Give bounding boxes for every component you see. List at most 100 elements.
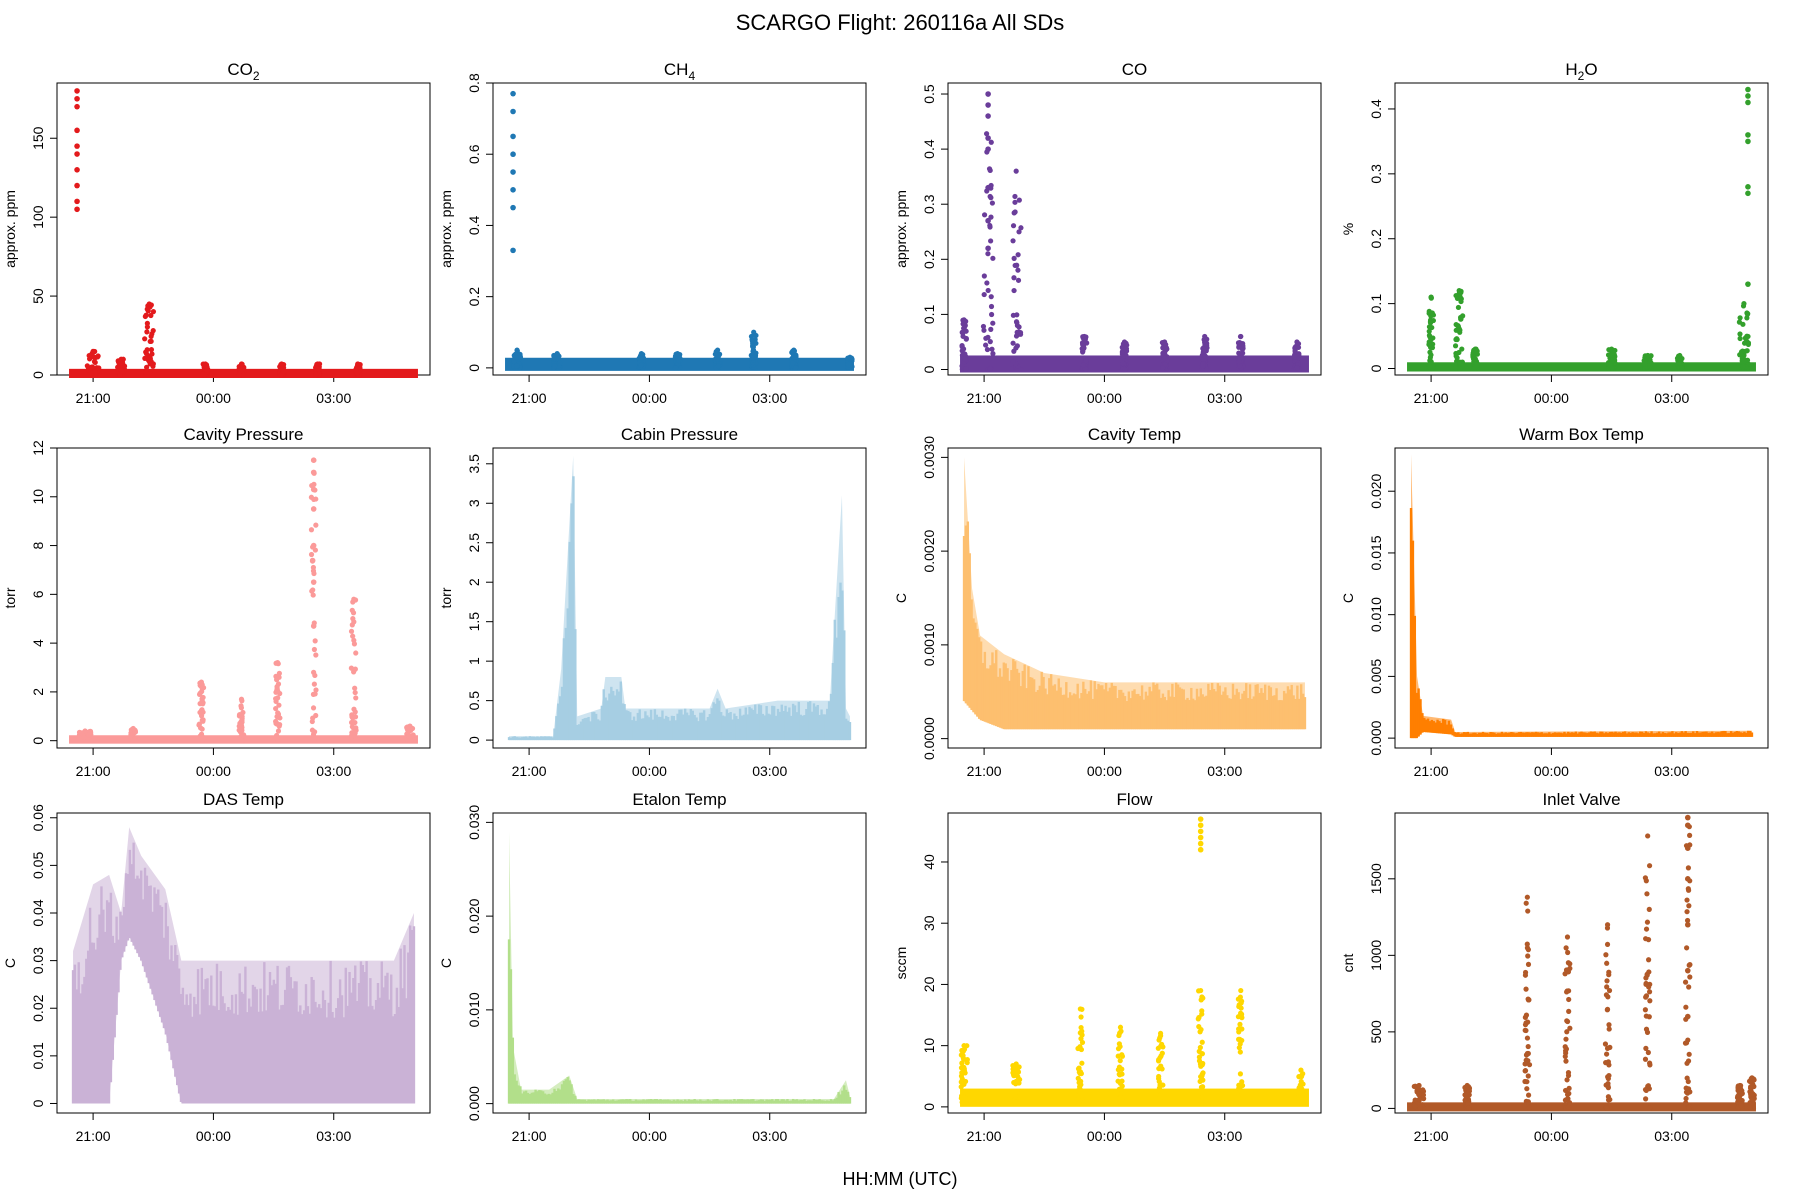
data-point: [238, 705, 244, 711]
data-point: [1077, 1006, 1083, 1012]
data-point: [142, 336, 148, 342]
y-tick-label: 0: [1368, 364, 1384, 372]
data-point: [74, 127, 80, 134]
data-point: [76, 734, 82, 741]
data-point: [1295, 344, 1302, 351]
x-tick-label: 03:00: [1654, 390, 1689, 406]
data-point: [82, 728, 88, 734]
data-point: [1566, 996, 1572, 1003]
data-point: [1117, 1058, 1123, 1064]
data-point: [551, 355, 557, 361]
data-point: [1238, 1012, 1244, 1018]
data-point: [981, 291, 987, 298]
data-point: [1240, 350, 1246, 356]
data-point: [1737, 315, 1743, 321]
y-axis-label: torr: [438, 587, 454, 608]
data-point: [1426, 341, 1432, 348]
data-point: [1081, 345, 1087, 351]
data-point: [308, 527, 315, 533]
data-point: [1080, 362, 1086, 368]
y-tick-label: 0.020: [466, 898, 482, 933]
data-point: [1240, 1094, 1246, 1100]
data-point: [1456, 288, 1462, 294]
data-point: [1684, 909, 1690, 915]
data-point: [1745, 138, 1751, 145]
data-point: [1237, 1085, 1243, 1091]
data-point: [1745, 99, 1751, 106]
data-point: [965, 1090, 971, 1096]
data-point: [1198, 987, 1204, 994]
data-point: [310, 691, 317, 697]
data-point: [1458, 298, 1464, 305]
data-point: [1078, 1014, 1084, 1020]
data-point: [151, 372, 157, 378]
x-tick-label: 00:00: [196, 390, 231, 406]
data-point: [1565, 1104, 1571, 1110]
x-tick-label: 21:00: [512, 390, 547, 406]
data-point: [1200, 995, 1206, 1001]
data-point: [1294, 339, 1300, 345]
data-point: [1465, 1100, 1471, 1106]
data-point: [990, 255, 996, 261]
panel-title: Cabin Pressure: [621, 425, 738, 444]
data-point: [353, 725, 359, 731]
data-point: [128, 732, 134, 738]
panel-6: Cavity Temp C 0.0000 0.0010 0.0020 0.0030 21:0…: [893, 425, 1322, 779]
data-point: [1736, 319, 1743, 325]
data-point: [1465, 1105, 1471, 1111]
data-point: [310, 579, 317, 585]
y-tick-label: 0.1: [921, 304, 937, 324]
data-point: [198, 736, 204, 742]
data-point: [1644, 1029, 1651, 1035]
data-point: [1015, 277, 1022, 283]
x-tick-label: 00:00: [196, 763, 231, 779]
data-point: [1608, 346, 1615, 352]
data-point: [311, 646, 318, 653]
data-point: [1197, 834, 1204, 841]
data-point: [351, 637, 357, 643]
panel-title: CO2: [227, 60, 260, 83]
data-point: [960, 1094, 966, 1100]
x-tick-label: 03:00: [1207, 1128, 1242, 1144]
data-point: [510, 133, 516, 140]
data-point: [985, 245, 991, 252]
data-point: [1684, 845, 1691, 852]
data-point: [1420, 1092, 1427, 1098]
data-point: [1684, 897, 1690, 903]
y-tick-label: 0.04: [30, 899, 46, 926]
data-point: [313, 522, 319, 528]
data-point: [985, 251, 991, 257]
data-point: [1644, 891, 1650, 897]
data-point: [1563, 945, 1569, 951]
data-point: [1643, 1045, 1649, 1051]
data-point: [1017, 330, 1024, 336]
data-point: [1524, 894, 1530, 900]
data-point: [311, 737, 317, 743]
y-tick-label: 0.0000: [921, 717, 937, 760]
data-point: [310, 542, 317, 549]
x-tick-label: 21:00: [76, 763, 111, 779]
data-point: [74, 167, 80, 173]
data-point: [273, 705, 279, 712]
data-point: [1604, 1051, 1610, 1057]
data-point: [984, 280, 990, 286]
data-point: [1010, 340, 1016, 346]
panel-5: Cabin Pressure torr 0 0.5 1 1.5 2 2.5 3 3.5 21:00 0…: [438, 425, 867, 779]
data-point: [313, 712, 319, 719]
y-tick-label: 0.010: [466, 992, 482, 1027]
data-point: [1605, 1094, 1612, 1100]
data-point: [1158, 1063, 1164, 1069]
data-point: [1737, 1082, 1743, 1089]
data-point: [313, 652, 319, 658]
data-point: [1426, 364, 1433, 370]
data-point: [1427, 320, 1434, 326]
panel-title: Inlet Valve: [1542, 790, 1620, 809]
data-point: [278, 372, 284, 378]
data-point: [1745, 341, 1752, 347]
data-point: [1018, 366, 1024, 373]
data-point: [1564, 989, 1570, 995]
data-point: [274, 660, 281, 666]
data-point: [200, 718, 206, 724]
data-point: [144, 324, 150, 330]
